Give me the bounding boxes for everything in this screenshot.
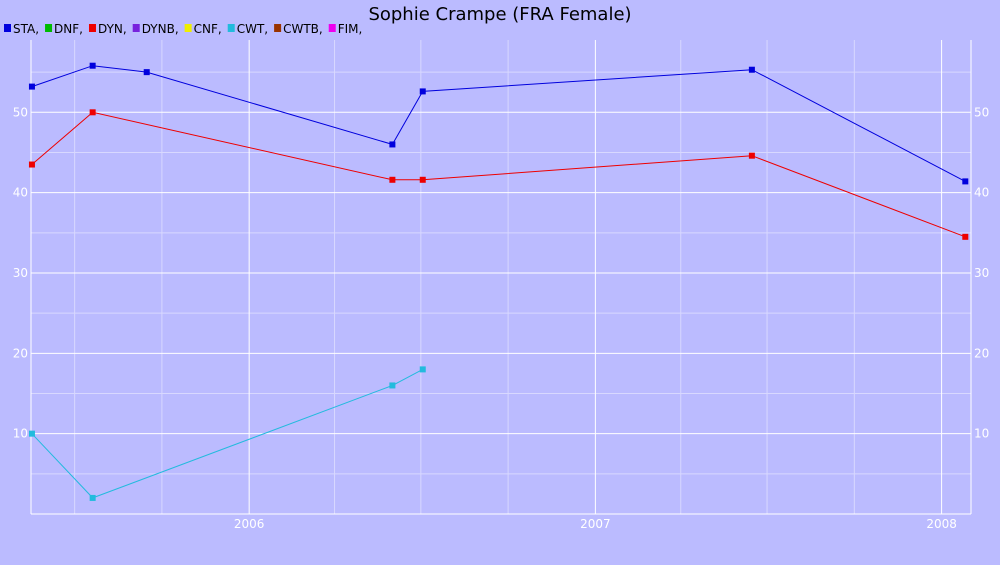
legend-swatch — [4, 24, 11, 32]
y-tick-label-right: 40 — [974, 186, 989, 200]
legend-swatch — [328, 24, 336, 32]
series-sta-point — [389, 141, 396, 148]
legend: STA, DNF, DYN, DYNB, CNF, CWT, CWTB, FIM, — [4, 22, 362, 36]
y-tick-label-right: 30 — [974, 266, 989, 280]
series-sta-point — [419, 88, 426, 95]
legend-swatch — [45, 24, 53, 32]
legend-label: STA, — [13, 22, 39, 36]
series-dyn-point — [389, 176, 396, 183]
series-dyn-point — [748, 152, 755, 159]
legend-swatch — [88, 24, 96, 32]
series-cwt-line — [31, 368, 423, 499]
plot-area: 10 10 20 20 30 30 40 40 50 50 2006 2007 2008 — [13, 40, 989, 531]
legend-label: CWT, — [237, 22, 268, 36]
series-dyn-point — [89, 109, 96, 116]
series-sta-point — [143, 69, 150, 76]
series-dyn-point — [419, 176, 426, 183]
series-sta-point — [962, 178, 969, 185]
y-tick-label-right: 10 — [974, 427, 989, 441]
x-tick-label: 2006 — [234, 517, 265, 531]
y-tick-label: 50 — [13, 105, 28, 119]
legend-label: DNF, — [54, 22, 83, 36]
series-dyn-point — [28, 161, 35, 168]
legend-label: DYN, — [98, 22, 127, 36]
series-sta-line — [31, 65, 966, 182]
legend-swatch — [132, 24, 140, 32]
series-dyn-line — [31, 111, 966, 238]
y-tick-label: 30 — [13, 266, 28, 280]
series-dyn-point — [962, 233, 969, 240]
legend-label: CWTB, — [283, 22, 323, 36]
y-tick-label: 20 — [13, 346, 28, 360]
y-tick-label: 40 — [13, 186, 28, 200]
y-tick-label-right: 50 — [974, 105, 989, 119]
series-sta-point — [28, 83, 35, 90]
x-tick-label: 2007 — [580, 517, 611, 531]
legend-swatch — [184, 24, 192, 32]
legend-label: DYNB, — [142, 22, 179, 36]
y-tick-label: 10 — [13, 427, 28, 441]
y-tick-label-right: 20 — [974, 346, 989, 360]
series-cwt-point — [419, 366, 426, 373]
legend-swatch — [227, 24, 235, 32]
legend-swatch — [274, 24, 282, 32]
legend-label: FIM, — [338, 22, 363, 36]
series-sta-point — [748, 66, 755, 73]
series-cwt-point — [89, 494, 96, 501]
x-tick-label: 2008 — [926, 517, 957, 531]
series-sta-point — [89, 62, 96, 69]
series-cwt-point — [389, 382, 396, 389]
legend-label: CNF, — [194, 22, 222, 36]
chart-title: Sophie Crampe (FRA Female) — [368, 4, 631, 25]
series-cwt-point — [28, 430, 35, 437]
